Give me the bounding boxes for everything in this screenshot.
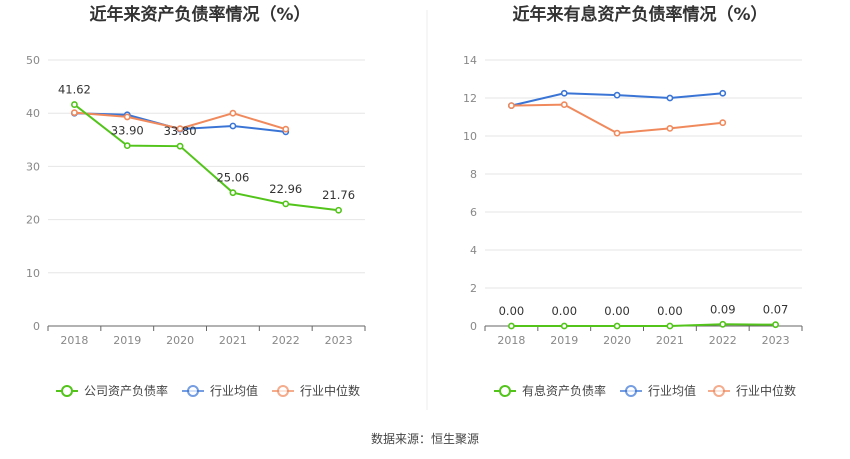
data-label: 0.07 [763,303,789,317]
legend-label: 行业均值 [648,383,696,398]
legend-label: 行业中位数 [736,383,796,398]
data-point[interactable] [613,322,621,330]
chart-title: 近年来资产负债率情况（%） [89,4,310,25]
data-point[interactable] [613,129,621,137]
y-tick-label: 40 [26,107,40,120]
data-point[interactable] [508,322,515,330]
data-point[interactable] [772,321,779,329]
y-tick-label: 14 [463,54,477,67]
legend-swatch-marker [625,385,637,397]
data-label: 25.06 [216,171,249,185]
legend-item[interactable]: 有息资产负债率 [494,383,606,398]
source-note: 数据来源：恒生聚源 [371,431,479,446]
data-point[interactable] [335,206,342,214]
legend-label: 行业中位数 [300,383,360,398]
legend-swatch-marker [499,385,511,397]
chart-title: 近年来有息资产负债率情况（%） [512,4,767,25]
legend-label: 有息资产负债率 [522,383,606,398]
data-point[interactable] [282,200,290,208]
legend-item[interactable]: 行业均值 [182,383,258,398]
data-label: 0.00 [551,304,577,318]
chart-interest-bearing-debt-ratio: 近年来有息资产负债率情况（%） 0 2 4 6 8 10 12 14 2018 2019 2020 20… [463,4,803,398]
y-tick-label: 2 [470,282,477,295]
y-tick-label: 0 [33,320,40,333]
legend-item[interactable]: 公司资产负债率 [56,383,168,398]
x-tick-label: 2018 [60,334,88,347]
legend-label: 行业均值 [210,383,258,398]
x-tick-label: 2023 [325,334,353,347]
y-tick-label: 8 [470,168,477,181]
y-tick-label: 20 [26,214,40,227]
y-tick-label: 10 [26,267,40,280]
x-tick-label: 2022 [709,334,737,347]
data-point[interactable] [560,101,568,109]
x-tick-label: 2020 [603,334,631,347]
legend-swatch-marker [713,385,725,397]
data-label: 33.80 [164,124,197,138]
data-label: 0.00 [604,304,630,318]
y-tick-label: 10 [463,130,477,143]
data-point[interactable] [123,142,131,150]
chart-debt-ratio: 近年来资产负债率情况（%） 0 10 20 30 40 50 2018 2019 2020 2021… [26,4,366,398]
legend-swatch-marker [187,385,199,397]
data-point[interactable] [613,91,621,99]
data-point[interactable] [719,119,727,127]
data-label: 0.00 [499,304,525,318]
x-tick-label: 2020 [166,334,194,347]
data-point[interactable] [560,89,568,97]
legend-swatch-marker [61,385,73,397]
x-tick-label: 2019 [550,334,578,347]
y-tick-label: 50 [26,54,40,67]
data-point[interactable] [176,125,184,133]
data-point[interactable] [229,189,237,197]
data-point[interactable] [719,89,727,97]
data-point[interactable] [508,102,515,109]
series-line [511,103,723,135]
y-tick-label: 12 [463,92,477,105]
data-point[interactable] [229,109,237,117]
y-tick-label: 30 [26,160,40,173]
y-tick-label: 6 [470,206,477,219]
data-point[interactable] [666,322,674,330]
data-point[interactable] [71,109,78,117]
data-point[interactable] [176,142,184,150]
y-tick-label: 4 [470,244,477,257]
x-tick-label: 2019 [113,334,141,347]
data-label: 33.90 [111,124,144,138]
data-label: 0.09 [710,302,736,316]
x-tick-label: 2022 [272,334,300,347]
legend-swatch-marker [277,385,289,397]
data-label: 41.62 [58,83,91,97]
data-point[interactable] [560,322,568,330]
x-tick-label: 2021 [219,334,247,347]
data-label: 21.76 [322,188,355,202]
x-tick-label: 2023 [762,334,790,347]
data-label: 22.96 [269,182,302,196]
data-point[interactable] [719,320,727,328]
data-label: 0.00 [657,304,683,318]
data-point[interactable] [666,124,674,132]
data-point[interactable] [282,125,290,133]
data-point[interactable] [123,113,131,121]
legend-item[interactable]: 行业中位数 [272,383,360,398]
y-tick-label: 0 [470,320,477,333]
legend-item[interactable]: 行业均值 [620,383,696,398]
series-line [73,103,339,212]
data-point[interactable] [71,101,78,108]
x-tick-label: 2018 [497,334,525,347]
data-point[interactable] [666,94,674,102]
data-point[interactable] [229,122,237,130]
legend-label: 公司资产负债率 [84,383,168,398]
series-line [511,323,776,327]
legend-item[interactable]: 行业中位数 [708,383,796,398]
x-tick-label: 2021 [656,334,684,347]
